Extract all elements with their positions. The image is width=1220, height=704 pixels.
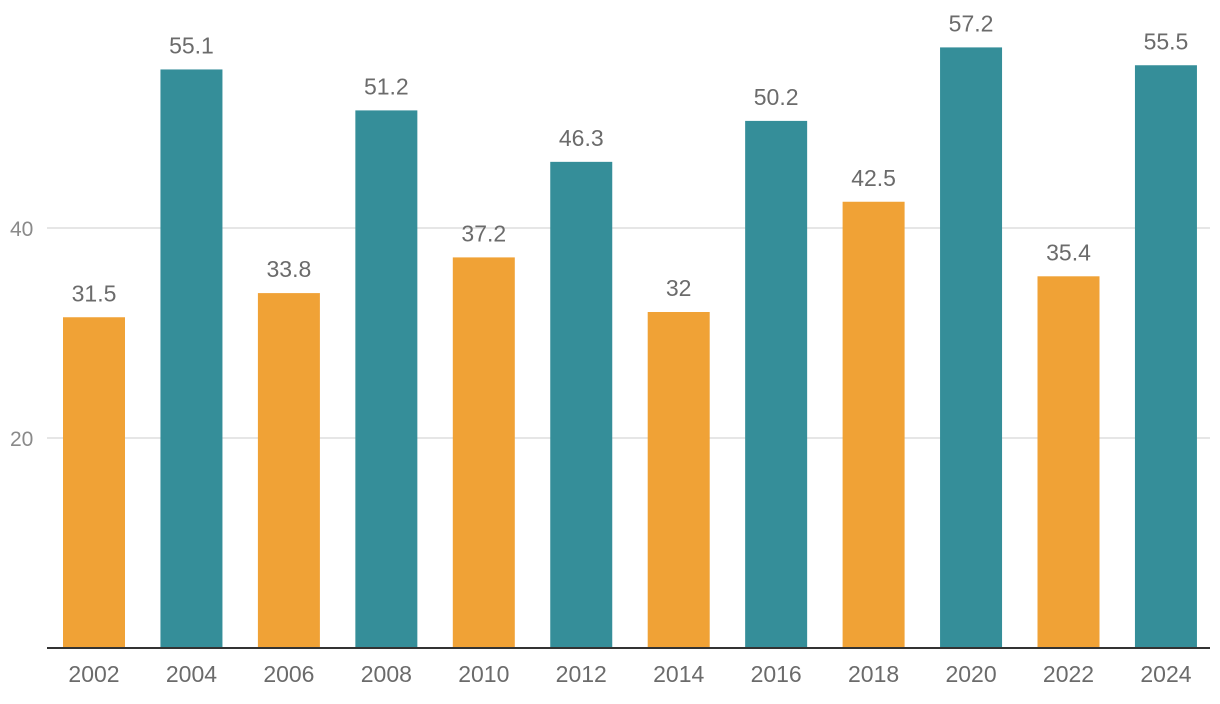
x-tick-label-2022: 2022 — [1043, 661, 1094, 687]
data-label-2024: 55.5 — [1144, 28, 1189, 54]
x-tick-label-2006: 2006 — [263, 661, 314, 687]
y-tick-label: 20 — [10, 428, 33, 451]
data-label-2010: 37.2 — [461, 220, 506, 246]
data-label-2014: 32 — [666, 275, 692, 301]
data-label-2002: 31.5 — [72, 280, 117, 306]
data-label-2020: 57.2 — [949, 10, 994, 36]
bar-2004 — [160, 69, 223, 648]
x-tick-label-2004: 2004 — [166, 661, 217, 687]
bar-2002 — [63, 317, 125, 648]
x-tick-label-2016: 2016 — [751, 661, 802, 687]
data-label-2012: 46.3 — [559, 125, 604, 151]
x-tick-label-2018: 2018 — [848, 661, 899, 687]
x-tick-label-2020: 2020 — [945, 661, 996, 687]
x-tick-label-2002: 2002 — [68, 661, 119, 687]
bar-2024 — [1134, 65, 1197, 648]
data-label-2016: 50.2 — [754, 84, 799, 110]
bar-2008 — [355, 110, 418, 648]
bar-2006 — [257, 293, 320, 648]
data-label-2022: 35.4 — [1046, 239, 1091, 265]
x-tick-label-2024: 2024 — [1140, 661, 1191, 687]
bar-2018 — [842, 201, 905, 648]
bar-2022 — [1037, 276, 1100, 648]
y-tick-label: 40 — [10, 218, 33, 241]
data-label-2004: 55.1 — [169, 32, 214, 58]
x-tick-label-2008: 2008 — [361, 661, 412, 687]
data-label-2008: 51.2 — [364, 73, 409, 99]
x-tick-label-2014: 2014 — [653, 661, 704, 687]
data-label-2018: 42.5 — [851, 165, 896, 191]
bar-2010 — [452, 257, 515, 648]
data-label-2006: 33.8 — [267, 256, 312, 282]
bars — [63, 47, 1197, 648]
axes: 20 40 2002 2004 2006 2008 2010 2012 2014 2016 2018… — [10, 218, 1210, 687]
x-tick-label-2012: 2012 — [556, 661, 607, 687]
x-tick-label-2010: 2010 — [458, 661, 509, 687]
bar-2012 — [550, 161, 613, 648]
gridlines — [47, 227, 1210, 439]
bar-2014 — [647, 312, 710, 648]
data-labels: 31.5 55.1 33.8 51.2 37.2 46.3 32 50.2 42.5 57.2 35… — [72, 10, 1189, 306]
bar-2016 — [745, 120, 808, 648]
bar-2020 — [940, 47, 1003, 648]
